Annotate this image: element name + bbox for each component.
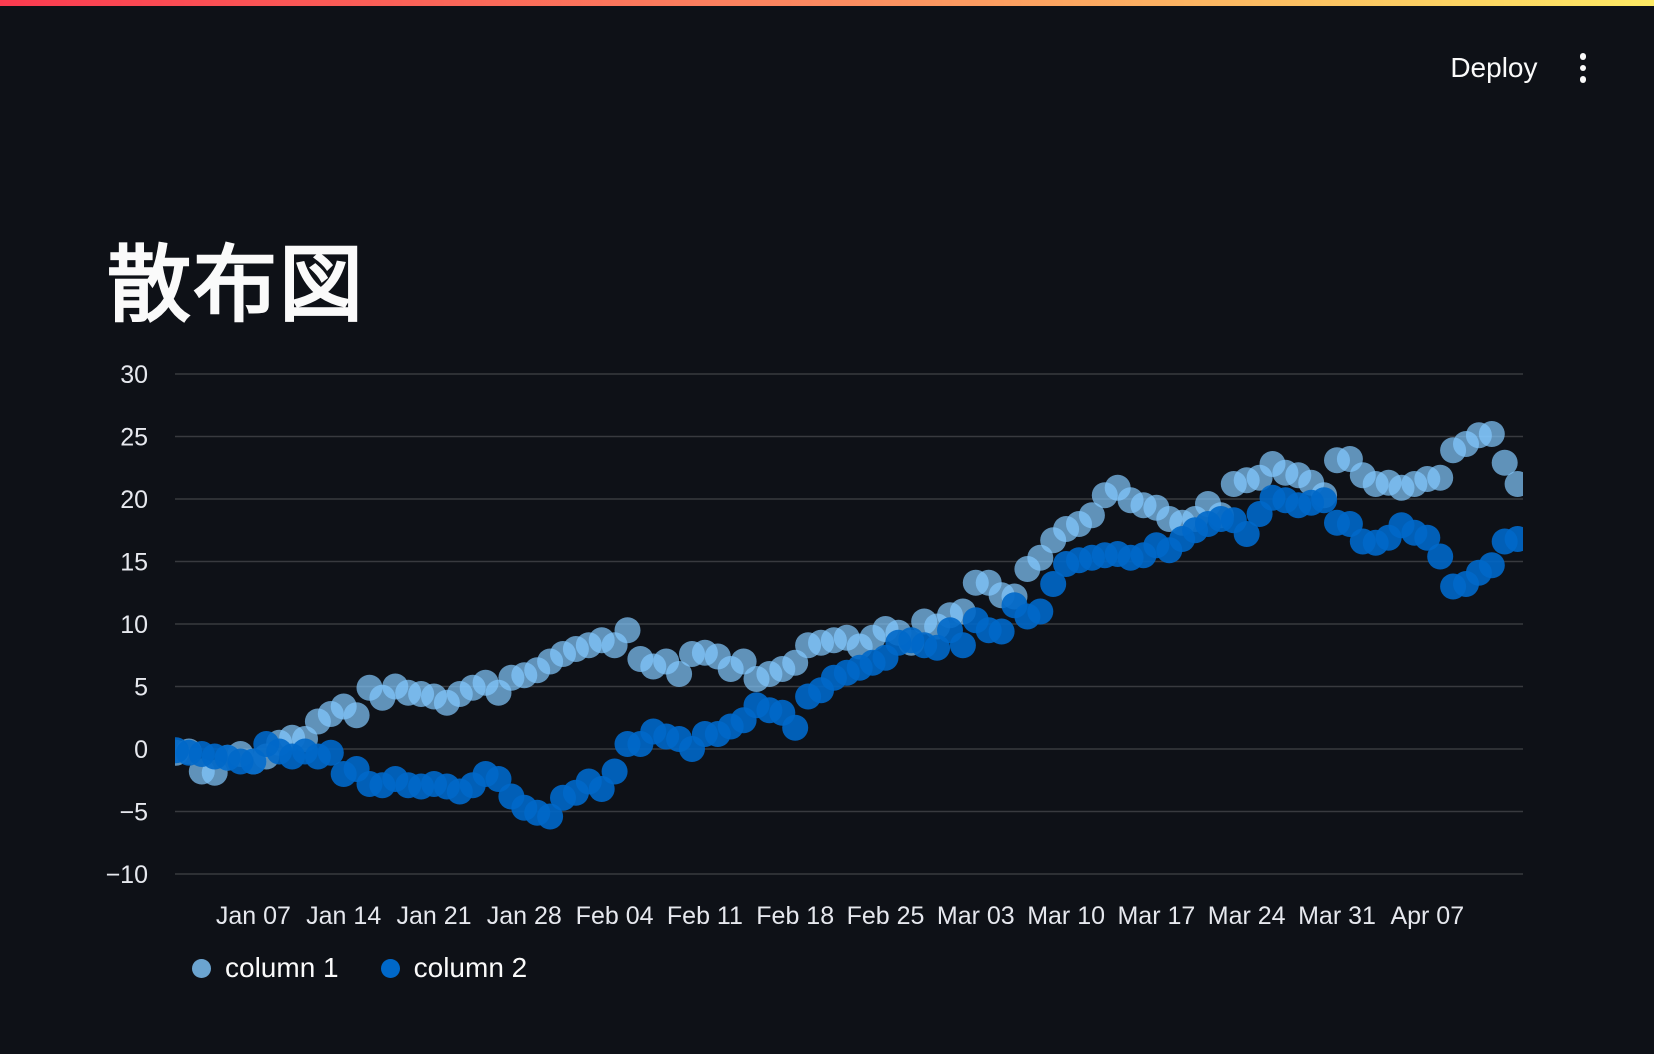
- svg-text:Mar 17: Mar 17: [1117, 902, 1195, 930]
- kebab-dot: [1579, 64, 1586, 72]
- kebab-dot: [1579, 53, 1586, 60]
- svg-text:25: 25: [120, 424, 148, 452]
- svg-text:−5: −5: [119, 799, 148, 827]
- svg-text:30: 30: [120, 361, 148, 389]
- legend-label-column-2: column 2: [413, 952, 528, 983]
- svg-text:15: 15: [120, 549, 148, 577]
- svg-text:Feb 25: Feb 25: [847, 902, 925, 930]
- deploy-button[interactable]: Deploy: [1448, 48, 1539, 88]
- app-toolbar: Deploy: [1448, 48, 1592, 88]
- svg-text:10: 10: [120, 611, 148, 639]
- svg-text:Apr 07: Apr 07: [1390, 902, 1464, 930]
- svg-text:5: 5: [134, 674, 148, 702]
- svg-text:−10: −10: [106, 861, 148, 889]
- svg-text:Jan 21: Jan 21: [396, 902, 471, 930]
- svg-text:20: 20: [120, 486, 148, 514]
- legend-dot-column-1: [192, 958, 211, 978]
- svg-text:Mar 03: Mar 03: [937, 902, 1015, 930]
- kebab-dot: [1579, 76, 1586, 83]
- chart-canvas[interactable]: 30 25 20 15 10 5 0 −5 −10 Jan 07 Jan 14 Jan 21 Jan 2…: [0, 340, 1654, 940]
- svg-text:Jan 14: Jan 14: [306, 902, 381, 930]
- svg-text:Mar 31: Mar 31: [1298, 902, 1376, 930]
- legend-dot-column-2: [380, 958, 400, 978]
- legend-label-column-1: column 1: [225, 952, 339, 983]
- decoration-gradient-bar: [0, 0, 1654, 6]
- svg-text:Jan 07: Jan 07: [216, 902, 291, 930]
- page-title: 散布図: [107, 238, 366, 332]
- svg-text:Feb 18: Feb 18: [756, 902, 834, 930]
- svg-text:Feb 11: Feb 11: [667, 902, 743, 930]
- legend-item-column-2[interactable]: column 2: [380, 952, 528, 984]
- svg-text:0: 0: [134, 736, 148, 764]
- legend-item-column-1[interactable]: column 1: [192, 952, 339, 984]
- svg-text:Feb 04: Feb 04: [576, 902, 654, 930]
- svg-text:Jan 28: Jan 28: [487, 902, 562, 930]
- svg-text:Mar 10: Mar 10: [1027, 902, 1105, 930]
- chart-legend: column 1 column 2: [192, 952, 527, 984]
- svg-text:Mar 24: Mar 24: [1208, 902, 1286, 930]
- main-menu-kebab-icon[interactable]: [1574, 49, 1593, 87]
- scatter-chart: 30 25 20 15 10 5 0 −5 −10 Jan 07 Jan 14 Jan 21 Jan 2…: [0, 340, 1654, 940]
